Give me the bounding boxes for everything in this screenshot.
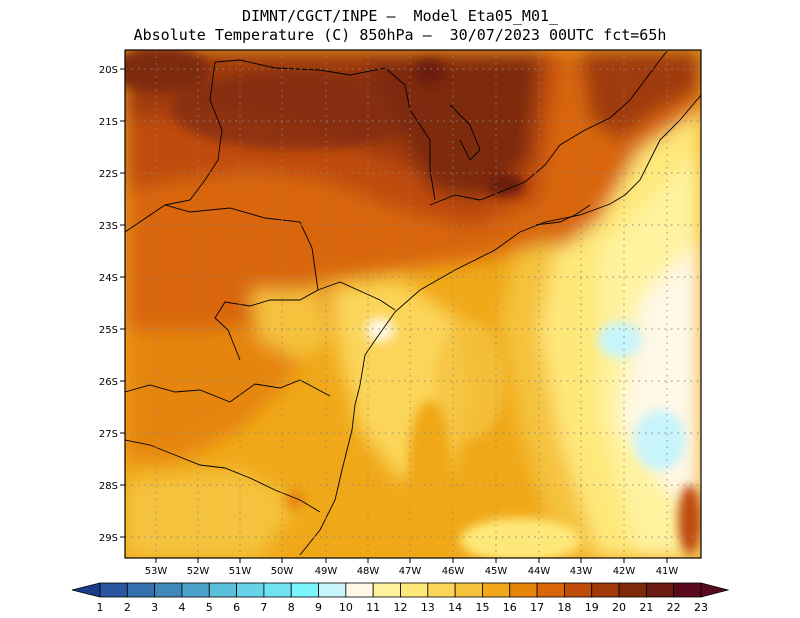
colorbar-label: 17 [530, 601, 544, 614]
colorbar-swatch [290, 582, 319, 598]
lat-label: 29S [99, 533, 118, 544]
lat-label: 23S [99, 221, 118, 232]
colorbar-swatch [618, 582, 647, 598]
lat-label: 28S [99, 481, 118, 492]
colorbar-swatch [208, 582, 237, 598]
colorbar-swatch [536, 582, 565, 598]
lon-label: 51W [229, 566, 252, 577]
lat-label: 22S [99, 169, 118, 180]
colorbar-swatch [236, 582, 265, 598]
colorbar-label: 20 [612, 601, 626, 614]
lat-label: 26S [99, 377, 118, 388]
colorbar-label: 21 [639, 601, 653, 614]
colorbar-arrow-right [700, 582, 730, 598]
colorbar-swatch [345, 582, 374, 598]
lon-label: 41W [656, 566, 679, 577]
colorbar-swatch [126, 582, 156, 598]
colorbar-label: 6 [233, 601, 240, 614]
temperature-field [125, 50, 701, 558]
chart-title-line2: Absolute Temperature (C) 850hPa – 30/07/… [133, 26, 667, 44]
colorbar-swatch [181, 582, 210, 598]
coastline-borders [125, 50, 701, 556]
colorbar-swatch [673, 582, 702, 598]
colorbar-label: 9 [315, 601, 322, 614]
lon-label: 50W [271, 566, 294, 577]
colorbar-swatch [372, 582, 401, 598]
colorbar-swatch [454, 582, 483, 598]
colorbar-label: 2 [124, 601, 131, 614]
chart-title-line1: DIMNT/CGCT/INPE – Model Eta05_M01_ [241, 7, 559, 25]
colorbar-arrow-left [71, 582, 101, 598]
colorbar-swatch [99, 582, 128, 598]
colorbar-swatch [509, 582, 538, 598]
lat-label: 20S [99, 65, 118, 76]
lat-lon-grid [125, 50, 701, 558]
colorbar-label: 8 [288, 601, 295, 614]
colorbar-swatch [263, 582, 292, 598]
colorbar-label: 16 [503, 601, 517, 614]
colorbar-swatch [482, 582, 511, 598]
colorbar-label: 18 [557, 601, 571, 614]
lat-label: 27S [99, 429, 118, 440]
colorbar-swatch [154, 582, 183, 598]
lon-label: 42W [613, 566, 636, 577]
lon-label: 47W [399, 566, 422, 577]
colorbar-label: 22 [667, 601, 681, 614]
colorbar-swatch [427, 582, 456, 598]
lon-label: 44W [528, 566, 551, 577]
colorbar: 1 2 3 4 5 6 7 8 9 10 11 12 13 14 15 16 17 18 19 20 21 22 23 [71, 582, 730, 614]
colorbar-label: 3 [151, 601, 158, 614]
colorbar-label: 11 [366, 601, 380, 614]
lon-label: 48W [357, 566, 380, 577]
colorbar-label: 7 [260, 601, 267, 614]
lon-label: 49W [315, 566, 338, 577]
lon-label: 43W [570, 566, 593, 577]
map-frame [124, 49, 702, 559]
colorbar-swatch [591, 582, 620, 598]
colorbar-label: 12 [394, 601, 408, 614]
lon-label: 53W [145, 566, 168, 577]
colorbar-swatch [400, 582, 429, 598]
lat-label: 21S [99, 117, 118, 128]
colorbar-label: 23 [694, 601, 708, 614]
axis-ticks [120, 68, 668, 563]
lon-label: 46W [442, 566, 465, 577]
colorbar-label: 14 [448, 601, 462, 614]
longitude-labels: 53W 52W 51W 50W 49W 48W 47W 46W 45W 44W 43W 42W 41W [145, 566, 679, 577]
colorbar-label: 5 [206, 601, 213, 614]
lon-label: 52W [187, 566, 210, 577]
colorbar-swatch [564, 582, 593, 598]
colorbar-swatch [318, 582, 347, 598]
colorbar-label: 19 [585, 601, 599, 614]
lat-label: 25S [99, 325, 118, 336]
lat-label: 24S [99, 273, 118, 284]
colorbar-label: 13 [421, 601, 435, 614]
latitude-labels: 20S 21S 22S 23S 24S 25S 26S 27S 28S 29S [99, 65, 118, 544]
colorbar-label: 1 [97, 601, 104, 614]
colorbar-label: 15 [475, 601, 489, 614]
colorbar-label: 4 [178, 601, 185, 614]
colorbar-swatch [645, 582, 675, 598]
lon-label: 45W [485, 566, 508, 577]
colorbar-label: 10 [339, 601, 353, 614]
